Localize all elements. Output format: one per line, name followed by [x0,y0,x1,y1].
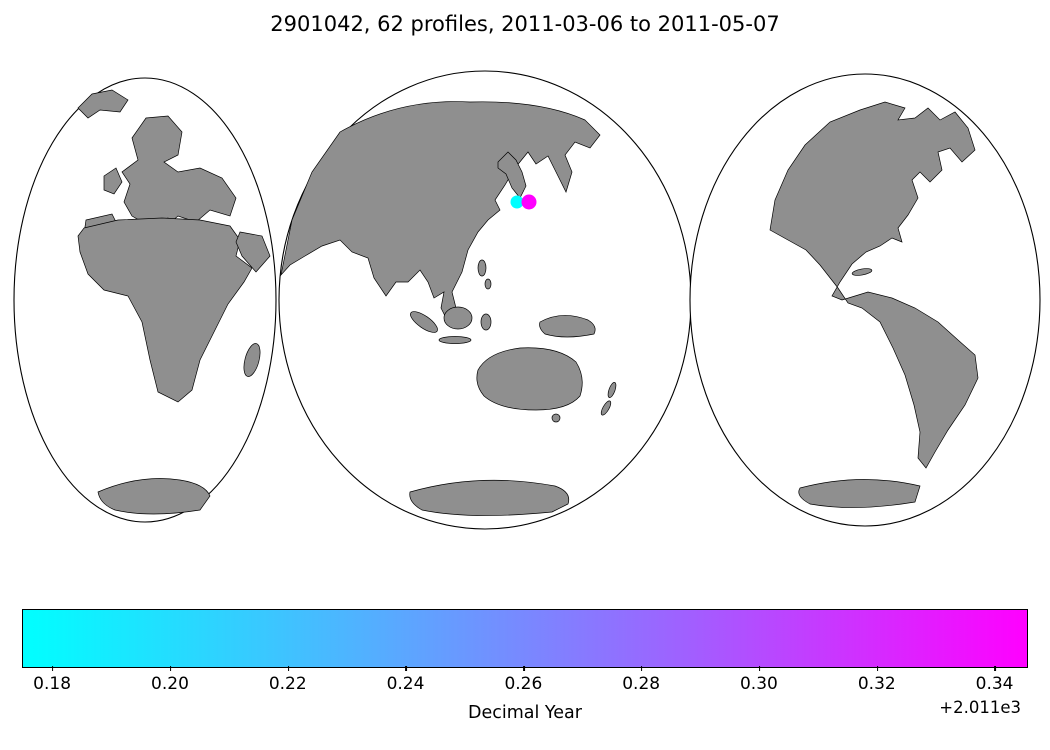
colorbar-tick-label: 0.22 [268,666,307,694]
colorbar-gradient [22,609,1028,668]
landmass-africa [77,217,253,403]
landmass-asia [280,101,601,323]
landmass-europe [121,115,237,229]
landmass-antarctica-middle [409,479,570,516]
landmass-philippines [477,259,487,277]
landmass-australia [476,347,583,411]
colorbar-tick-label: 0.32 [857,666,896,694]
landmass-japan [497,151,527,199]
landmasses [77,89,979,516]
colorbar-tick-label: 0.26 [504,666,543,694]
landmass-new-guinea [539,315,596,338]
colorbar-tick-label: 0.24 [386,666,425,694]
landmass-antarctica-right [798,479,921,508]
colorbar-axis: 0.18 0.20 0.22 0.24 0.26 0.28 0.30 0.32 … [22,666,1026,697]
landmass-americas [769,101,979,469]
landmass-philippines-south [484,278,492,290]
landmass-sumatra [410,311,438,333]
landmass-cuba [851,268,873,276]
world-map [13,70,1041,530]
landmass-arabia [235,231,271,273]
landmass-tasmania [551,413,561,423]
landmass-new-zealand-north [607,382,617,398]
colorbar-tick-label: 0.28 [622,666,661,694]
colorbar-tick-label: 0.34 [975,666,1014,694]
landmass-sulawesi [480,313,492,331]
landmass-british-isles [103,167,123,195]
colorbar-tick-label: 0.20 [151,666,189,694]
colorbar-offset-text: +2.011e3 [939,698,1021,717]
profile-marker-late [521,194,537,210]
landmass-madagascar [243,343,261,377]
colorbar-tick-label: 0.18 [33,666,72,694]
profile-marker-early [510,195,524,209]
landmass-greenland-fragment [77,89,129,119]
landmass-java [438,336,472,344]
figure-title: 2901042, 62 profiles, 2011-03-06 to 2011… [270,12,780,36]
landmass-antarctica-left [97,478,211,515]
colorbar-axis-label: Decimal Year [468,703,582,723]
landmass-borneo [443,306,473,330]
landmass-new-zealand-south [600,400,612,416]
colorbar-tick-label: 0.30 [739,666,778,694]
